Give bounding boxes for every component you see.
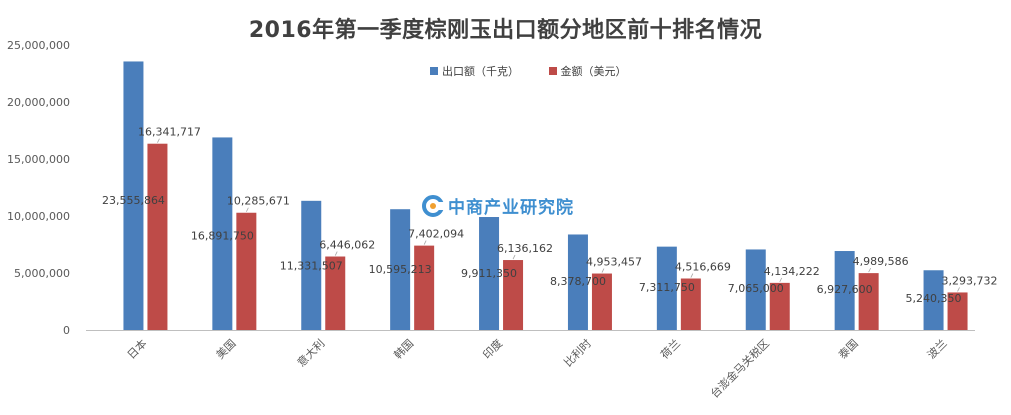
data-label-leader-line [601,268,605,273]
bar-export-volume [567,234,588,330]
data-label-amount: 16,341,717 [138,126,201,139]
legend-label-export-volume: 出口额（千克） [442,65,519,78]
data-label-amount: 3,293,732 [942,274,998,287]
bar-export-volume [479,217,500,330]
bar-amount [414,245,435,330]
bar-export-volume [923,270,944,330]
data-label-export-volume: 9,911,350 [461,267,517,280]
data-label-amount: 4,989,586 [853,255,909,268]
bar-export-volume [212,137,233,330]
bar-amount [858,273,879,330]
data-label-leader-line [957,287,960,292]
legend-item-amount: 金额（美元） [548,63,627,79]
bar-export-volume [745,249,766,330]
x-tick-label: 荷兰 [658,337,683,362]
y-tick-label: 15,000,000 [7,153,70,166]
legend-item-export-volume: 出口额（千克） [430,63,519,79]
data-label-leader-line [690,273,694,278]
data-label-export-volume: 7,311,750 [639,281,695,294]
data-label-export-volume: 7,065,000 [728,282,784,295]
data-label-amount: 10,285,671 [227,195,290,208]
data-label-export-volume: 11,331,507 [280,259,343,272]
bar-export-volume [656,246,677,330]
watermark-text: 中商产业研究院 [448,198,574,218]
watermark: 中商产业研究院 [422,193,574,218]
x-tick-label: 台澎金马关税区 [708,336,772,400]
bar-export-volume [301,200,322,330]
x-tick-label: 比利时 [562,337,595,370]
data-label-amount: 6,136,162 [497,242,553,255]
data-label-export-volume: 23,555,864 [102,194,165,207]
data-label-leader-line [157,138,160,143]
data-label-export-volume: 10,595,213 [369,263,432,276]
y-tick-label: 10,000,000 [7,210,70,223]
data-label-amount: 4,516,669 [675,261,731,274]
data-label-amount: 7,402,094 [408,228,464,241]
legend-swatch-export-volume [430,67,438,75]
y-tick-label: 0 [63,324,70,337]
bar-amount [147,143,168,330]
x-tick-label: 波兰 [925,337,950,362]
data-label-amount: 4,134,222 [764,265,820,278]
data-label-leader-line [334,251,338,256]
data-label-export-volume: 16,891,750 [191,229,254,242]
data-label-amount: 6,446,062 [319,239,375,252]
x-tick-label: 印度 [480,336,505,361]
data-label-leader-line [245,207,249,212]
data-label-leader-line [779,277,783,283]
bar-amount [591,273,612,330]
data-label-leader-line [512,254,516,260]
y-tick-label: 20,000,000 [7,96,70,109]
data-label-leader-line [423,240,427,245]
chart-title: 2016年第一季度棕刚玉出口额分地区前十排名情况 [248,18,763,43]
watermark-logo-icon [422,194,444,217]
bar-amount [769,282,790,330]
x-tick-label: 美国 [214,337,239,362]
bar-amount [503,260,524,330]
data-label-export-volume: 8,378,700 [550,275,606,288]
bar-export-volume [834,251,855,330]
y-tick-label: 5,000,000 [14,267,70,280]
legend-label-amount: 金额（美元） [560,65,627,78]
bar-amount [680,278,701,330]
bar-amount [236,212,257,330]
bar-amount [325,256,346,330]
data-label-export-volume: 5,240,350 [906,292,962,305]
x-tick-label: 韩国 [391,336,416,361]
data-label-amount: 4,953,457 [586,256,642,269]
y-tick-label: 25,000,000 [7,39,70,52]
data-label-export-volume: 6,927,600 [817,283,873,296]
bar-amount [947,292,968,330]
x-tick-label: 日本 [124,336,149,361]
x-tick-label: 泰国 [835,336,860,361]
data-label-leader-line [868,267,872,273]
bar-export-volume [390,209,411,330]
legend-swatch-amount [548,67,557,75]
bar-export-volume [123,61,144,331]
x-tick-label: 意大利 [294,336,327,369]
legend: 出口额（千克） 金额（美元） [430,63,653,79]
